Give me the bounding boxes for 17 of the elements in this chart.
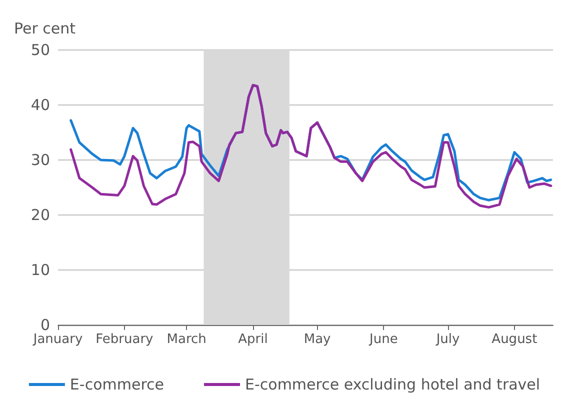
y-axis-title: Per cent [14,20,76,38]
y-tick-label: 40 [30,96,50,114]
y-tick-label: 50 [30,41,50,59]
x-tick-label: March [166,332,206,347]
legend-label: E-commerce [70,376,164,394]
x-tick-label: April [238,332,268,347]
y-tick-label: 20 [30,206,50,224]
y-tick-label: 10 [30,261,50,279]
x-tick-label: February [96,332,154,347]
x-tick-label: July [435,332,460,347]
x-tick-label: June [368,332,398,347]
x-tick-label: May [304,332,332,347]
x-tick-label: January [32,332,83,347]
x-tick-label: August [492,332,538,347]
y-tick-label: 30 [30,151,50,169]
legend-label: E-commerce excluding hotel and travel [245,376,540,394]
y-tick-label: 0 [40,316,50,334]
